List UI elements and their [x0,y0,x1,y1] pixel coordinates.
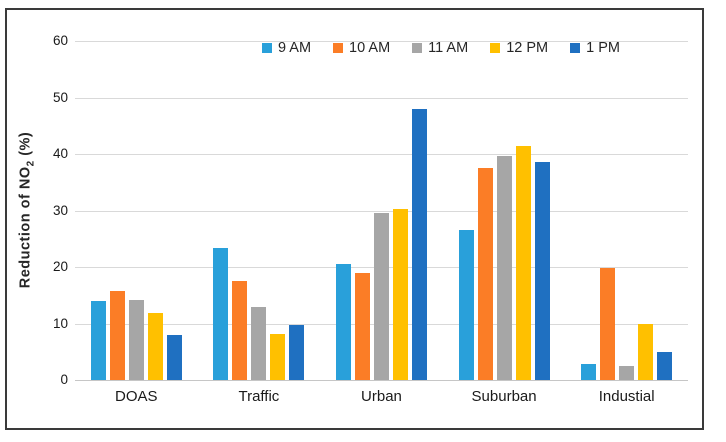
bar-9-am-urban [335,263,351,380]
bar-11-am-doas [128,299,144,380]
bar-12-pm-suburban [515,145,531,380]
bar-12-pm-traffic [270,333,286,380]
bar-1-pm-industial [657,351,673,380]
y-axis-tick-labels: 0 10 20 30 40 50 60 [7,33,68,387]
x-axis-label-urban: Urban [361,388,402,405]
x-axis-label-traffic: Traffic [238,388,280,405]
legend-swatch-icon [490,43,501,53]
bar-11-am-urban [373,212,389,380]
legend-label: 9 AM [278,40,312,56]
bar-1-pm-traffic [289,324,305,380]
bar-11-am-industial [619,366,635,380]
bar-1-pm-doas [166,334,182,380]
x-axis-label-doas: DOAS [115,388,158,405]
bar-9-am-doas [90,300,106,380]
bar-12-pm-doas [147,313,163,380]
y-tick-label-20: 20 [52,259,68,274]
chart-frame: 9 AM 10 AM 11 AM 12 PM 1 PM Reduction of NO2… [5,8,704,430]
bar-10-am-doas [109,290,125,380]
legend-swatch-icon [333,43,344,53]
y-tick-label-10: 10 [52,315,68,331]
bar-group-industial [565,41,688,380]
bar-group-doas [75,41,198,380]
legend-label: 11 AM [428,40,469,56]
y-tick-label-50: 50 [52,89,68,105]
legend-swatch-icon [262,43,272,53]
legend: 9 AM 10 AM 11 AM 12 PM 1 PM [262,40,620,56]
legend-label: 10 AM [349,40,391,56]
x-axis-label-industial: Industial [598,388,655,405]
legend-item-11-am: 11 AM [412,40,468,56]
legend-label: 12 PM [506,40,549,56]
bar-series-container [75,41,688,380]
plot-area [75,41,688,381]
legend-swatch-icon [412,43,423,53]
legend-item-1-pm: 1 PM [570,40,620,56]
bar-9-am-suburban [458,230,474,380]
y-tick-label-30: 30 [52,202,68,218]
legend-label: 1 PM [586,40,620,56]
bar-10-am-industial [600,267,616,380]
x-axis-label-suburban: Suburban [471,388,537,405]
bar-9-am-industial [581,363,597,380]
bar-group-suburban [443,41,566,380]
gridline-60 [75,41,688,42]
bar-group-urban [320,41,443,380]
legend-item-9-am: 9 AM [262,40,311,56]
bar-10-am-urban [354,272,370,380]
bar-11-am-suburban [496,155,512,380]
legend-swatch-icon [570,43,581,53]
bar-10-am-traffic [232,281,248,380]
gridline-40 [75,154,688,155]
bar-10-am-suburban [477,167,493,380]
y-tick-label-40: 40 [52,146,68,161]
y-tick-label-0: 0 [60,372,68,387]
bar-11-am-traffic [251,306,267,380]
bar-12-pm-industial [638,323,654,380]
bar-1-pm-suburban [534,162,550,380]
y-tick-label-60: 60 [52,33,68,48]
bar-group-traffic [198,41,321,380]
legend-item-12-pm: 12 PM [490,40,548,56]
bar-9-am-traffic [213,248,229,380]
legend-item-10-am: 10 AM [333,40,390,56]
gridline-30 [75,210,688,212]
gridline-50 [75,97,688,99]
x-axis-labels: DOAS Traffic Urban Suburban Industial [75,388,688,405]
bar-1-pm-urban [411,108,427,380]
bar-12-pm-urban [392,208,408,380]
gridline-0 [75,380,688,381]
